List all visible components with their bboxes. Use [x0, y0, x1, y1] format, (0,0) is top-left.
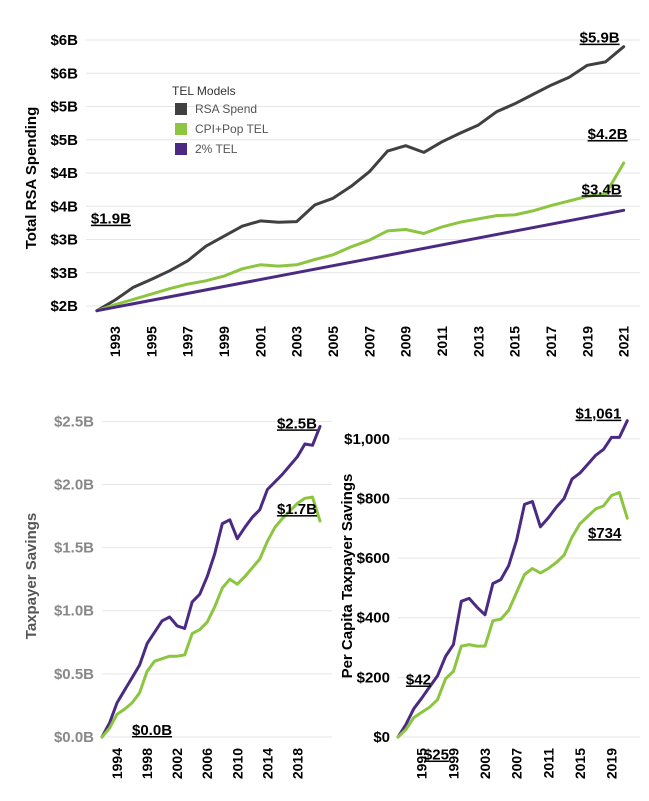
- panel1-y-tick-label: $3B: [50, 232, 78, 249]
- legend-swatch: [175, 103, 187, 115]
- panel2-x-tick-label: 2002: [169, 748, 185, 779]
- panel3-x-tick-label: 2011: [540, 748, 556, 779]
- panel3-x-tick-label: 2003: [477, 748, 493, 779]
- panel2-data-label: $2.5B: [277, 415, 317, 432]
- panel2-x-tick-label: 2006: [199, 748, 215, 779]
- legend-label: RSA Spend: [195, 102, 257, 116]
- panel1-y-axis-title: Total RSA Spending: [23, 107, 40, 250]
- panel1-data-label: $1.9B: [91, 211, 131, 228]
- panel1-y-tick-label: $5B: [50, 132, 78, 149]
- panel1-x-tick-label: 1999: [216, 326, 232, 357]
- panel3-x-tick-label: 1995: [414, 748, 430, 779]
- panel1-x-tick-label: 2009: [398, 326, 414, 357]
- panel2-x-tick-label: 2014: [259, 748, 275, 779]
- panel2-x-tick-label: 1998: [139, 748, 155, 779]
- panel2-x-tick-label: 2010: [229, 748, 245, 779]
- panel1-x-tick-label: 2007: [361, 326, 377, 357]
- panel3-series-2-tel-line: [396, 419, 629, 739]
- panel1-x-tick-label: 2013: [470, 326, 486, 357]
- panel2-y-axis-title: Taxpayer Savings: [23, 513, 40, 639]
- legend-swatch: [175, 123, 187, 135]
- panel2-series-cpi-pop-tel-line: [100, 495, 322, 739]
- panel1-x-tick-label: 1995: [143, 326, 159, 357]
- panel2-y-tick-label: $2.0B: [54, 476, 94, 493]
- panel2-y-tick-label: $0.0B: [54, 729, 94, 746]
- panel3-x-tick-label: 2007: [509, 748, 525, 779]
- panel1-x-tick-label: 2019: [579, 326, 595, 357]
- panel1-x-tick-label: 2017: [543, 326, 559, 357]
- panel3-y-tick-label: $800: [357, 490, 390, 507]
- panel1-y-tick-label: $4B: [50, 165, 78, 182]
- panel1-x-tick-label: 2005: [325, 326, 341, 357]
- panel1-y-tick-label: $3B: [50, 265, 78, 282]
- panel2-y-tick-label: $1.0B: [54, 603, 94, 620]
- panel3-y-axis-title: Per Capita Taxpayer Savings: [339, 474, 356, 679]
- panel1-y-tick-label: $5B: [50, 99, 78, 116]
- panel3-data-label: $25: [424, 747, 449, 764]
- panel1-x-tick-label: 1997: [180, 326, 196, 357]
- panel2-x-tick-label: 1994: [109, 748, 125, 779]
- panel3-y-tick-label: $200: [357, 669, 390, 686]
- legend-label: 2% TEL: [195, 142, 238, 156]
- legend-swatch: [175, 143, 187, 155]
- panel3-x-tick-label: 1999: [445, 748, 461, 779]
- panel3-series-cpi-pop-tel-line: [396, 491, 629, 739]
- legend-title: TEL Models: [172, 84, 236, 98]
- legend-label: CPI+Pop TEL: [195, 122, 269, 136]
- panel3-y-tick-label: $400: [357, 610, 390, 627]
- panel3-y-tick-label: $0: [373, 729, 390, 746]
- panel2-y-tick-label: $2.5B: [54, 413, 94, 430]
- panel1-data-label: $5.9B: [580, 30, 620, 47]
- panel2-y-tick-label: $1.5B: [54, 540, 94, 557]
- panel1-y-tick-label: $6B: [50, 32, 78, 49]
- panel2-data-label: $1.7B: [277, 501, 317, 518]
- panel3-x-tick-label: 2019: [604, 748, 620, 779]
- panel2-x-tick-label: 2018: [289, 748, 305, 779]
- panel1-x-tick-label: 2001: [252, 326, 268, 357]
- panel2-series-2-tel-line: [100, 424, 322, 739]
- panel1-series-2-tel-line: [95, 208, 626, 313]
- panel2-y-tick-label: $0.5B: [54, 666, 94, 683]
- panel1-x-tick-label: 2021: [616, 326, 632, 357]
- panel1-y-tick-label: $6B: [50, 65, 78, 82]
- panel1-x-tick-label: 2011: [434, 326, 450, 357]
- panel1-series-cpi-pop-tel-line: [95, 161, 626, 313]
- panel3-data-label: $734: [588, 525, 622, 542]
- panel1-series-rsa-spend-line: [95, 45, 626, 313]
- panel1-y-tick-label: $4B: [50, 198, 78, 215]
- panel3-data-label: $1,061: [575, 406, 621, 423]
- panel3-y-tick-label: $600: [357, 550, 390, 567]
- panel3-data-label: $42: [406, 671, 431, 688]
- panel1-x-tick-label: 2015: [507, 326, 523, 357]
- panel1-data-label: $4.2B: [588, 126, 628, 143]
- panel3-x-tick-label: 2015: [572, 748, 588, 779]
- panel1-y-tick-label: $2B: [50, 298, 78, 315]
- panel3-y-tick-label: $1,000: [344, 431, 390, 448]
- panel1-x-tick-label: 1993: [107, 326, 123, 357]
- panel1-data-label: $3.4B: [582, 181, 622, 198]
- panel2-data-label: $0.0B: [132, 722, 172, 739]
- panel1-x-tick-label: 2003: [289, 326, 305, 357]
